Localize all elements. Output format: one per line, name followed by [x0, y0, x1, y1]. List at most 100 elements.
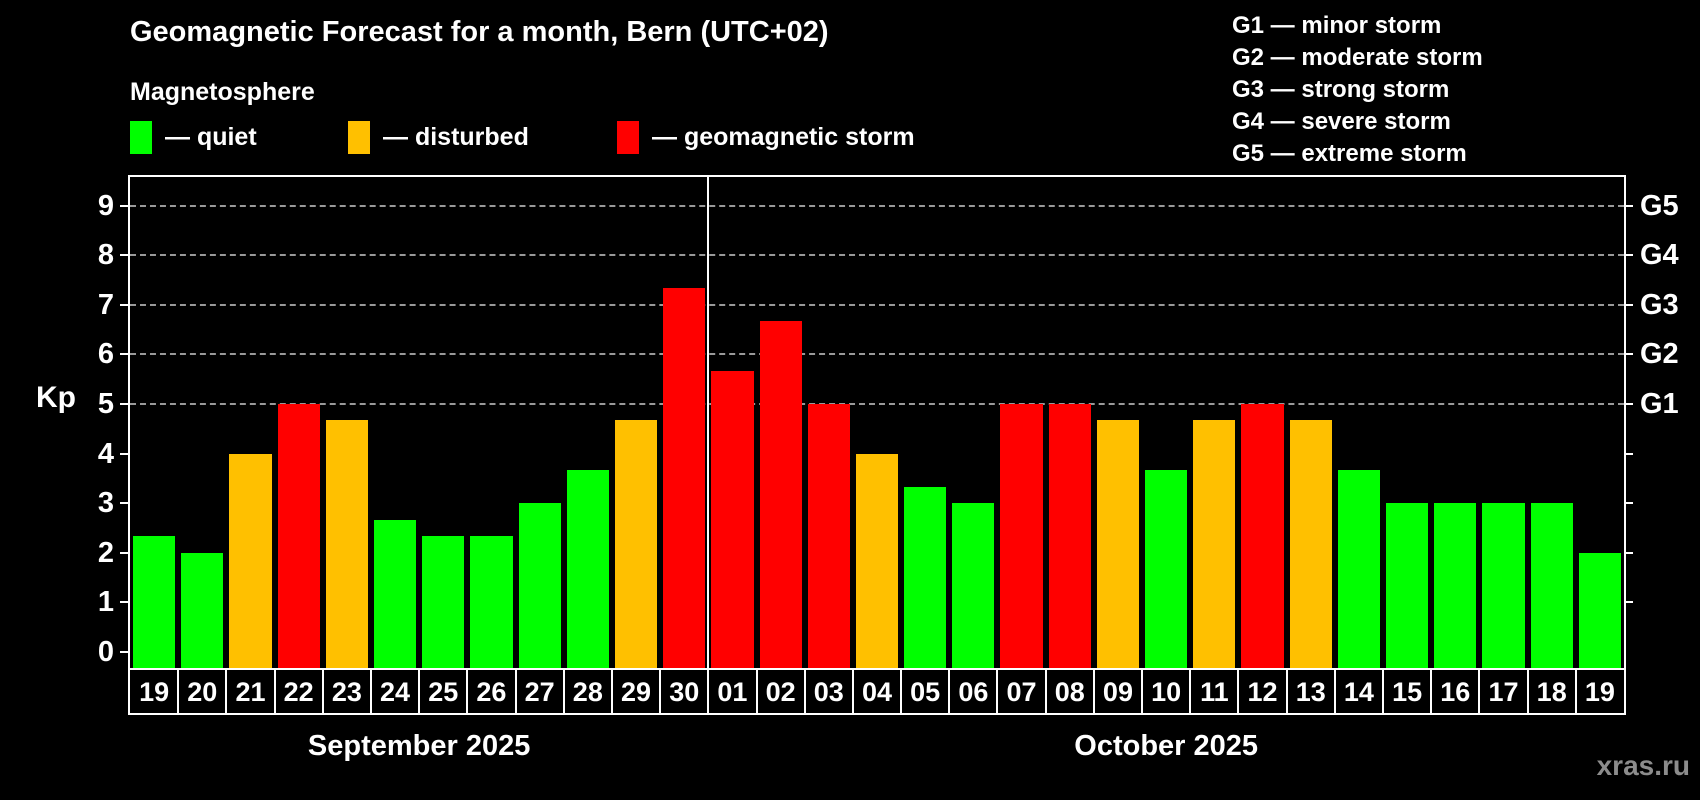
right-axis-tick-4	[1624, 452, 1633, 455]
kp-bar-day-09	[1096, 420, 1140, 668]
g-legend-line-3: G3 — strong storm	[1232, 76, 1450, 103]
day-label-21: 21	[235, 677, 266, 707]
gridline-kp9	[130, 204, 1624, 207]
kp-bar-day-08	[1048, 404, 1091, 668]
day-label-01: 01	[717, 677, 748, 707]
day-label-05: 05	[910, 677, 941, 707]
kp-bar-day-21	[229, 453, 272, 668]
g-legend-line-2: G2 — moderate storm	[1232, 44, 1483, 71]
right-axis-tick-6	[1624, 353, 1633, 356]
day-cell-divider	[803, 668, 806, 715]
y-axis-tick-1	[120, 601, 129, 604]
y-tick-label-8: 8	[97, 239, 114, 272]
kp-bar-day-20	[181, 552, 224, 668]
day-cell-divider	[177, 668, 180, 715]
y-axis-tick-7	[120, 303, 129, 306]
day-label-22: 22	[283, 677, 314, 707]
kp-bar-day-03	[807, 404, 850, 668]
watermark: xras.ru	[1596, 750, 1690, 781]
day-label-16: 16	[1440, 677, 1471, 707]
day-label-20: 20	[187, 677, 218, 707]
gridline-kp8	[130, 254, 1624, 257]
day-label-04: 04	[861, 677, 892, 707]
y-tick-label-7: 7	[97, 288, 114, 321]
kp-bar-day-05	[904, 486, 947, 668]
kp-bar-day-13	[1289, 420, 1332, 668]
day-cell-divider	[1430, 668, 1433, 715]
gridline-kp6	[130, 353, 1624, 356]
day-label-19: 19	[139, 677, 170, 707]
day-label-26: 26	[476, 677, 507, 707]
day-label-17: 17	[1488, 677, 1519, 707]
g-scale-legend: G1 — minor storm G2 — moderate storm G3 — …	[1232, 10, 1483, 170]
y-axis-tick-4	[120, 452, 129, 455]
day-label-10: 10	[1151, 677, 1182, 707]
legend-item-label: — geomagnetic storm	[652, 123, 915, 151]
kp-bar-day-14	[1337, 469, 1381, 668]
quiet-swatch-icon	[130, 121, 152, 154]
day-label-30: 30	[669, 677, 700, 707]
day-cell-divider	[900, 668, 903, 715]
day-label-12: 12	[1247, 677, 1278, 707]
right-axis-tick-2	[1624, 551, 1633, 554]
kp-bar-day-28	[566, 469, 609, 668]
kp-bar-day-04	[855, 453, 899, 668]
day-cell-divider	[1044, 668, 1047, 715]
day-label-15: 15	[1392, 677, 1423, 707]
legend-item-label: — quiet	[165, 123, 257, 151]
kp-bar-day-27	[518, 503, 561, 668]
y-tick-label-5: 5	[97, 388, 114, 420]
gridline-kp7	[130, 303, 1624, 306]
kp-bar-day-25	[422, 536, 465, 668]
month-label: October 2025	[1074, 730, 1259, 762]
y-axis-tick-3	[120, 502, 129, 505]
kp-bar-day-24	[373, 519, 417, 668]
legend-item-disturbed: — disturbed	[348, 121, 529, 154]
y-tick-label-6: 6	[97, 338, 114, 371]
kp-bar-day-11	[1193, 420, 1236, 668]
g-legend-line-1: G1 — minor storm	[1232, 12, 1442, 39]
magnetosphere-label: Magnetosphere	[130, 78, 315, 106]
disturbed-swatch-icon	[348, 121, 370, 154]
y-tick-label-2: 2	[97, 536, 114, 569]
y-axis-tick-8	[120, 254, 129, 257]
day-label-08: 08	[1054, 677, 1085, 707]
y-tick-label-3: 3	[97, 487, 114, 520]
legend-item-storm: — geomagnetic storm	[617, 121, 915, 154]
x-axis-day-row	[128, 668, 1626, 715]
day-cell-divider	[514, 668, 517, 715]
day-label-02: 02	[765, 677, 796, 707]
day-cell-divider	[418, 668, 421, 715]
y-axis-tick-0	[120, 651, 129, 653]
gridline-kp5	[130, 403, 1624, 405]
kp-bar-day-06	[952, 503, 995, 668]
kp-bar-day-17	[1482, 503, 1525, 668]
day-label-07: 07	[1006, 677, 1037, 707]
day-cell-divider	[1092, 668, 1095, 715]
day-label-29: 29	[620, 677, 652, 707]
day-cell-divider	[1382, 668, 1385, 715]
storm-swatch-icon	[617, 121, 639, 154]
day-label-03: 03	[813, 677, 844, 707]
month-label: September 2025	[307, 730, 531, 762]
kp-bar-day-18	[1530, 503, 1573, 668]
day-cell-divider	[321, 668, 324, 715]
y-axis-tick-5	[120, 403, 129, 405]
kp-bar-day-01	[711, 370, 754, 668]
right-axis-tick-1	[1624, 601, 1633, 604]
day-cell-divider	[996, 668, 999, 715]
day-cell-divider	[1574, 668, 1577, 715]
day-label-25: 25	[428, 677, 459, 707]
right-axis-tick-9	[1624, 204, 1633, 207]
day-label-28: 28	[572, 677, 603, 707]
day-cell-divider	[1189, 668, 1192, 715]
day-label-06: 06	[958, 677, 989, 707]
day-label-18: 18	[1536, 677, 1567, 707]
kp-bar-day-26	[470, 536, 513, 668]
y-axis-tick-9	[120, 204, 129, 207]
day-label-09: 09	[1102, 677, 1133, 707]
right-axis-tick-3	[1624, 502, 1633, 505]
day-cell-divider	[948, 668, 951, 715]
day-label-24: 24	[380, 677, 411, 707]
